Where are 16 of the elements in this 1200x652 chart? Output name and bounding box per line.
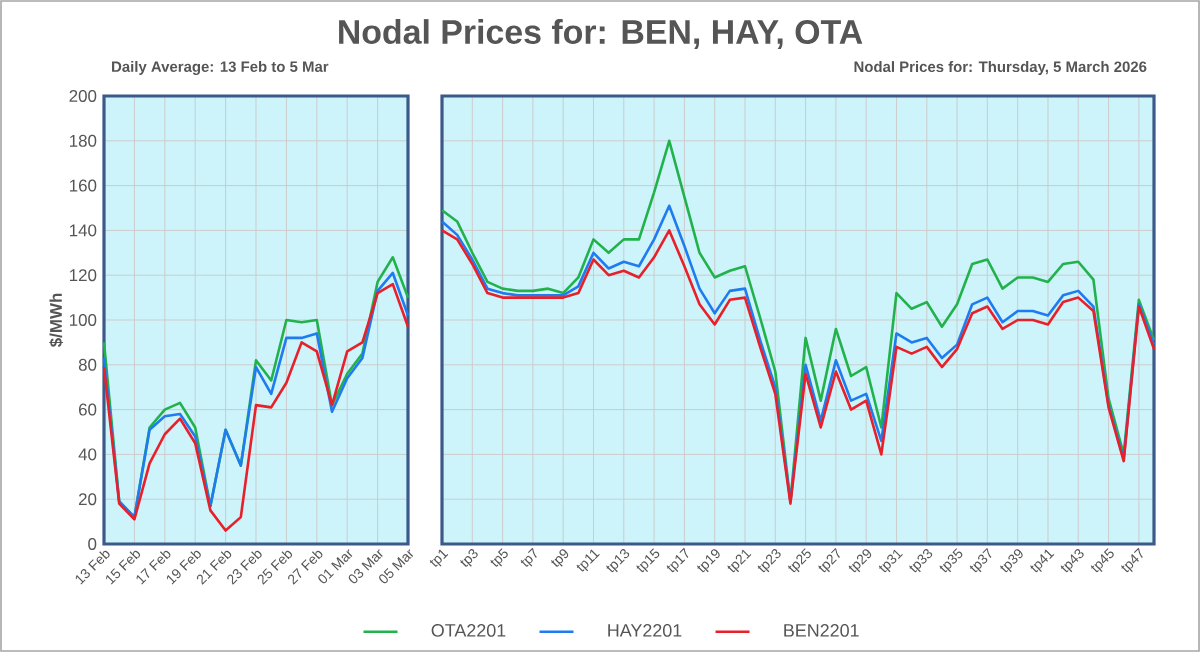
- text: Nodal Prices for: BEN, HAY, OTA: [339, 19, 863, 49]
- legend-label: OTA2201: [431, 624, 506, 637]
- y-axis-title: $/MWh: [49, 293, 64, 348]
- y-tick-label: 0: [88, 538, 97, 550]
- y-tick-label: 40: [78, 448, 97, 461]
- y-tick-label: 180: [69, 134, 97, 147]
- y-tick-label: 140: [69, 224, 97, 237]
- legend-label: BEN2201: [784, 624, 859, 637]
- y-tick-label: 60: [79, 403, 97, 416]
- y-tick-label: 20: [78, 493, 97, 506]
- y-tick-label: 200: [69, 90, 97, 102]
- legend-label: HAY2201: [608, 624, 682, 637]
- y-tick-label: 80: [78, 358, 97, 371]
- y-tick-label: 100: [69, 314, 97, 326]
- y-tick-label: 120: [69, 269, 97, 282]
- y-tick-label: 160: [69, 179, 97, 192]
